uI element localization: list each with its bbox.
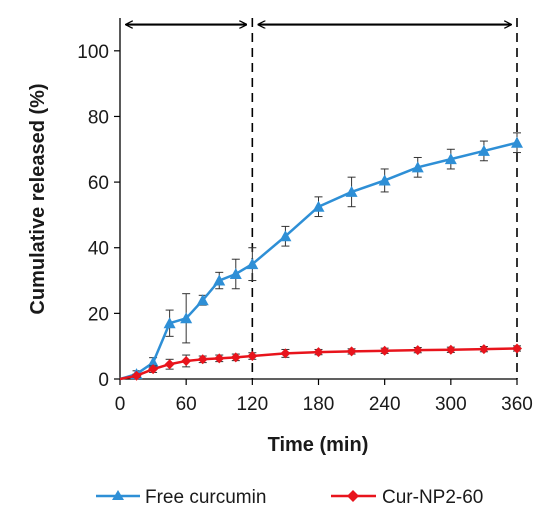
data-point-cur-np2-60: [346, 346, 357, 357]
y-tick-label: 80: [88, 107, 109, 128]
data-point-free-curcumin: [147, 356, 160, 368]
series-cur-np2-60: [119, 343, 522, 381]
data-point-free-curcumin: [444, 153, 457, 165]
data-point-cur-np2-60: [164, 359, 175, 370]
legend-item-free-curcumin: Free curcumin: [96, 487, 266, 508]
data-point-cur-np2-60: [313, 347, 324, 358]
x-tick-label: 240: [369, 394, 401, 415]
data-point-cur-np2-60: [280, 348, 291, 359]
x-axis-title: Time (min): [268, 434, 369, 456]
series-free-curcumin: [119, 132, 523, 381]
data-point-free-curcumin: [312, 200, 325, 212]
data-point-free-curcumin: [246, 258, 259, 270]
legend-label-free-curcumin: Free curcumin: [145, 487, 266, 508]
data-point-free-curcumin: [229, 267, 242, 279]
data-point-free-curcumin: [213, 274, 226, 286]
legend-label-cur-np2-60: Cur-NP2-60: [382, 487, 483, 508]
legend-marker-cur-np2-60: [347, 490, 359, 502]
data-point-cur-np2-60: [230, 352, 241, 363]
data-point-cur-np2-60: [131, 370, 142, 381]
x-tick-label: 0: [115, 394, 126, 415]
plot-area: 0 20 40 60 80 100 0 60 120 180 240 300 360: [77, 18, 533, 415]
data-point-cur-np2-60: [445, 344, 456, 355]
data-point-cur-np2-60: [412, 345, 423, 356]
y-tick-label: 100: [77, 42, 109, 63]
data-point-cur-np2-60: [379, 345, 390, 356]
x-tick-label: 360: [501, 394, 533, 415]
y-axis-title: Cumulative released (%): [27, 83, 49, 314]
x-tick-label: 120: [236, 394, 268, 415]
x-tick-label: 60: [176, 394, 197, 415]
y-tick-label: 0: [98, 370, 109, 391]
x-tick-label: 300: [435, 394, 467, 415]
data-point-cur-np2-60: [247, 351, 258, 362]
data-point-free-curcumin: [279, 230, 292, 242]
data-point-free-curcumin: [345, 185, 358, 197]
data-point-cur-np2-60: [181, 355, 192, 366]
x-tick-label: 180: [303, 394, 335, 415]
data-point-free-curcumin: [196, 294, 209, 306]
data-point-cur-np2-60: [478, 344, 489, 355]
y-tick-label: 60: [88, 173, 109, 194]
y-tick-label: 40: [88, 239, 109, 260]
y-tick-label: 20: [88, 304, 109, 325]
data-point-free-curcumin: [378, 174, 391, 186]
legend-marker-free-curcumin: [112, 490, 124, 500]
data-point-free-curcumin: [180, 312, 193, 324]
data-point-free-curcumin: [411, 161, 424, 173]
legend: Free curcumin Cur-NP2-60: [96, 487, 483, 508]
data-point-free-curcumin: [163, 317, 176, 329]
data-point-free-curcumin: [511, 136, 523, 148]
data-point-free-curcumin: [477, 144, 490, 156]
data-point-cur-np2-60: [214, 353, 225, 364]
data-point-cur-np2-60: [512, 343, 522, 354]
legend-item-cur-np2-60: Cur-NP2-60: [331, 487, 483, 508]
data-point-cur-np2-60: [148, 364, 159, 375]
series-line-free-curcumin: [119, 141, 518, 381]
data-point-cur-np2-60: [197, 354, 208, 365]
